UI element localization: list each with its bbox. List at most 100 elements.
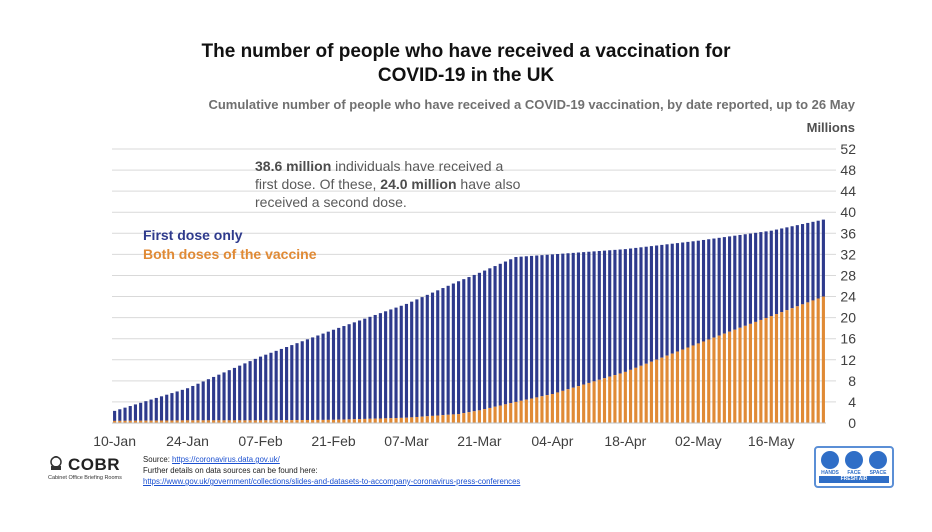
bar-both-doses [467, 412, 471, 423]
bar-both-doses [728, 331, 732, 423]
bar-both-doses [811, 300, 815, 423]
bar-both-doses [441, 415, 445, 423]
cobr-logo-subtitle: Cabinet Office Briefing Rooms [48, 475, 122, 481]
x-tick-label: 24-Jan [166, 433, 209, 449]
bar-both-doses [436, 415, 440, 423]
bar-first-dose [566, 253, 570, 390]
bar-both-doses [337, 419, 341, 423]
bar-both-doses [748, 323, 752, 423]
bar-both-doses [149, 420, 153, 423]
source-link[interactable]: https://coronavirus.data.gov.uk/ [172, 455, 280, 464]
bar-both-doses [816, 298, 820, 423]
bar-first-dose [524, 256, 528, 400]
bar-both-doses [639, 365, 643, 423]
bar-both-doses [582, 384, 586, 423]
face-icon [845, 451, 863, 469]
bar-first-dose [144, 401, 148, 421]
bar-first-dose [394, 307, 398, 419]
bar-first-dose [519, 256, 523, 401]
bar-first-dose [154, 397, 158, 421]
bar-first-dose [733, 235, 737, 330]
bar-both-doses [566, 389, 570, 423]
bar-both-doses [248, 420, 252, 423]
bar-both-doses [342, 419, 346, 423]
bar-first-dose [206, 379, 210, 421]
y-tick-label: 20 [840, 310, 856, 326]
bar-first-dose [347, 324, 351, 420]
bar-first-dose [576, 252, 581, 387]
y-tick-label: 4 [848, 394, 856, 410]
bar-first-dose [238, 365, 242, 421]
space-icon [869, 451, 887, 469]
bar-both-doses [681, 349, 685, 423]
bar-both-doses [483, 409, 487, 423]
bar-both-doses [311, 419, 315, 423]
bar-first-dose [217, 374, 221, 421]
bar-both-doses [217, 420, 221, 423]
bar-first-dose [701, 239, 706, 342]
bar-first-dose [425, 294, 429, 417]
bar-both-doses [415, 416, 419, 423]
bar-first-dose [139, 402, 143, 421]
bar-both-doses [597, 379, 601, 423]
hands-icon [821, 451, 839, 469]
bar-both-doses [764, 317, 768, 423]
bar-first-dose [212, 376, 216, 421]
x-tick-label: 18-Apr [604, 433, 646, 449]
bar-both-doses [623, 371, 627, 423]
bar-both-doses [300, 420, 304, 423]
bar-both-doses [425, 416, 429, 423]
bar-both-doses [576, 386, 581, 423]
bar-both-doses [556, 392, 560, 423]
y-tick-label: 48 [840, 162, 856, 178]
bar-first-dose [232, 367, 237, 421]
space-label: SPACE [869, 470, 887, 476]
bar-first-dose [608, 250, 612, 377]
annotation-text-1: individuals have received a first dose. … [255, 158, 504, 192]
bar-first-dose [123, 407, 127, 421]
y-tick-label: 8 [848, 373, 856, 389]
bar-first-dose [222, 372, 226, 421]
bar-first-dose [113, 410, 117, 421]
further-details-link[interactable]: https://www.gov.uk/government/collection… [143, 477, 521, 486]
bar-first-dose [675, 243, 680, 352]
bar-both-doses [722, 333, 726, 423]
bar-first-dose [529, 255, 534, 399]
bar-first-dose [337, 327, 341, 420]
cobr-logo: COBR Cabinet Office Briefing Rooms [48, 455, 133, 485]
y-tick-label: 36 [840, 225, 856, 241]
bar-first-dose [357, 320, 362, 420]
legend-both-doses: Both doses of the vaccine [143, 246, 317, 262]
bar-both-doses [472, 411, 476, 423]
bar-first-dose [535, 255, 539, 398]
bar-first-dose [811, 221, 815, 301]
bar-both-doses [389, 418, 393, 423]
bar-first-dose [613, 249, 617, 376]
bar-both-doses [733, 329, 737, 423]
x-tick-label: 07-Feb [238, 433, 283, 449]
bar-first-dose [582, 252, 586, 385]
bar-first-dose [691, 241, 695, 346]
title-line-2: COVID-19 in the UK [377, 65, 555, 86]
bar-first-dose [759, 232, 763, 320]
bar-both-doses [462, 413, 466, 423]
bar-first-dose [655, 245, 659, 360]
bar-both-doses [285, 420, 289, 423]
bar-first-dose [373, 314, 377, 419]
y-tick-label: 40 [840, 204, 856, 220]
bar-both-doses [774, 314, 779, 423]
bar-first-dose [243, 363, 247, 421]
bar-both-doses [305, 420, 310, 423]
bar-both-doses [634, 367, 638, 423]
bar-first-dose [451, 283, 455, 415]
bar-both-doses [368, 418, 372, 423]
bar-first-dose [295, 343, 299, 421]
bar-both-doses [331, 419, 336, 423]
y-axis-unit: Millions [806, 120, 855, 135]
bar-first-dose [363, 318, 367, 419]
bar-both-doses [123, 420, 127, 423]
bar-both-doses [675, 351, 680, 423]
x-tick-label: 07-Mar [384, 433, 429, 449]
cobr-logo-text: COBR [68, 455, 121, 474]
crest-icon [50, 456, 62, 470]
